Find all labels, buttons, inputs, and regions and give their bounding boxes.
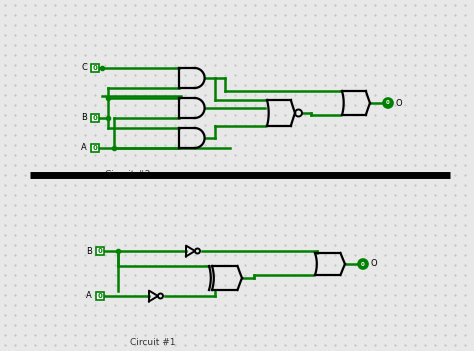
Text: 0: 0: [92, 145, 98, 151]
Text: Circuit #1: Circuit #1: [130, 338, 175, 347]
Text: A: A: [81, 144, 87, 152]
Text: C: C: [81, 64, 87, 73]
Text: 0: 0: [92, 115, 98, 121]
Text: 0: 0: [98, 248, 102, 254]
Text: 0: 0: [386, 100, 390, 106]
FancyBboxPatch shape: [91, 64, 99, 72]
Circle shape: [358, 259, 368, 269]
Text: B: B: [81, 113, 87, 122]
Circle shape: [383, 98, 393, 108]
Text: 0: 0: [361, 261, 365, 266]
FancyBboxPatch shape: [91, 144, 99, 152]
Text: A: A: [86, 291, 92, 300]
FancyBboxPatch shape: [96, 292, 104, 300]
Text: 0: 0: [98, 293, 102, 299]
FancyBboxPatch shape: [91, 114, 99, 122]
Text: B: B: [86, 246, 92, 256]
Text: O: O: [371, 259, 378, 269]
Text: Circuit #2: Circuit #2: [105, 170, 150, 179]
Text: 0: 0: [92, 65, 98, 71]
FancyBboxPatch shape: [96, 247, 104, 255]
Text: O: O: [396, 99, 402, 107]
